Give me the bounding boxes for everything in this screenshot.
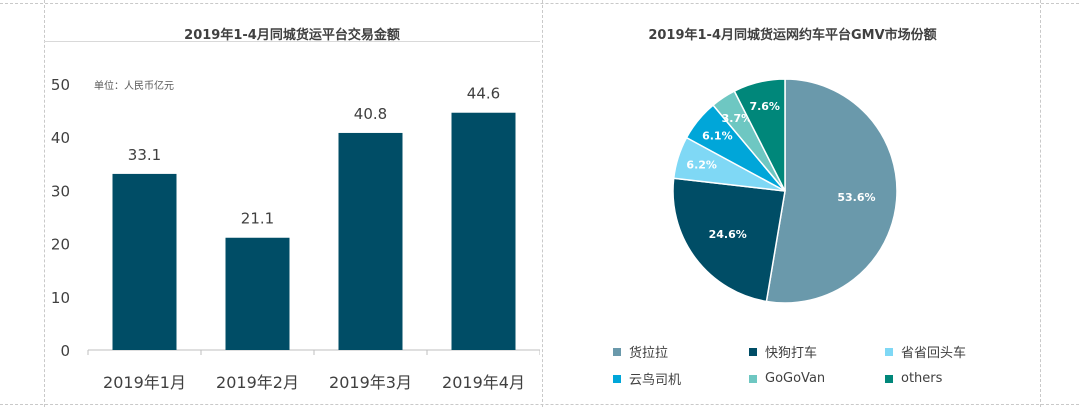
legend-item: 省省回头车 <box>885 342 1033 361</box>
pie-slice-label: 6.2% <box>686 159 717 172</box>
y-tick-label: 0 <box>60 342 70 360</box>
bar-chart-title: 2019年1-4月同城货运平台交易金额 <box>184 28 400 43</box>
legend-item: 云鸟司机 <box>613 369 749 388</box>
legend-item: others <box>885 369 1033 388</box>
pie-slice <box>733 78 786 192</box>
pie-slice-label: 3.7% <box>722 112 753 125</box>
pie-slice-label: 6.1% <box>702 130 733 143</box>
legend-item: 货拉拉 <box>613 342 749 361</box>
top-dashed-guide <box>0 3 1079 4</box>
bar <box>451 112 516 350</box>
legend-label: 快狗打车 <box>765 346 818 361</box>
bar <box>225 237 290 350</box>
right-dashed-guide <box>1040 0 1041 407</box>
legend-label: GoGoVan <box>765 371 826 386</box>
bar <box>112 173 177 350</box>
legend-label: 省省回头车 <box>901 346 967 361</box>
bar <box>338 132 403 350</box>
bar-title-separator <box>44 41 540 42</box>
x-category-label: 2019年1月 <box>103 373 186 392</box>
legend-label: 云鸟司机 <box>629 373 682 388</box>
legend-swatch <box>613 347 621 356</box>
x-category-label: 2019年4月 <box>442 373 525 392</box>
pie-legend: 货拉拉 快狗打车 省省回头车云鸟司机 GoGoVan others <box>613 342 1033 388</box>
x-category-label: 2019年2月 <box>216 373 299 392</box>
x-category-label: 2019年3月 <box>329 373 412 392</box>
bar-value-label: 21.1 <box>241 210 274 228</box>
y-tick-label: 20 <box>51 236 70 254</box>
pie-chart-plot: 53.6% 24.6% 6.2% 6.1% 3.7%7.6% <box>672 78 898 304</box>
bottom-dashed-guide <box>0 404 1079 405</box>
legend-label: 货拉拉 <box>629 346 669 361</box>
legend-swatch <box>749 374 757 383</box>
y-tick-label: 10 <box>51 289 70 307</box>
pie-slice <box>765 78 898 304</box>
legend-item: 快狗打车 <box>749 342 885 361</box>
y-tick-label: 50 <box>51 76 70 94</box>
bar-value-label: 33.1 <box>128 146 161 164</box>
bar-chart-plot: 0 10 20 30 40 50 33.1 2019年1月 21.1 2019年2月 40.8 201… <box>51 76 540 392</box>
legend-swatch <box>885 347 893 356</box>
pie-slice-label: 24.6% <box>709 228 747 241</box>
bar-chart-panel: 2019年1-4月同城货运平台交易金额 单位：人民币亿元 0 10 20 30 40 50… <box>44 14 540 404</box>
bar-value-label: 40.8 <box>354 105 387 123</box>
left-dashed-guide <box>44 0 45 407</box>
legend-item: GoGoVan <box>749 369 885 388</box>
middle-dashed-guide <box>542 0 543 407</box>
legend-swatch <box>749 347 757 356</box>
bar-chart-unit-note: 单位：人民币亿元 <box>94 81 174 92</box>
pie-slice <box>672 177 786 303</box>
legend-swatch <box>885 374 893 383</box>
y-tick-label: 40 <box>51 129 70 147</box>
pie-slice-label: 53.6% <box>837 191 875 204</box>
pie-chart-title: 2019年1-4月同城货运网约车平台GMV市场份额 <box>648 28 937 43</box>
pie-slice-label: 7.6% <box>749 100 780 113</box>
legend-label: others <box>901 371 943 386</box>
bar-value-label: 44.6 <box>467 85 500 103</box>
y-tick-label: 30 <box>51 182 70 200</box>
pie-chart-panel: 2019年1-4月同城货运网约车平台GMV市场份额 53.6% 24.6% 6.2%… <box>545 14 1040 404</box>
legend-swatch <box>613 374 621 383</box>
